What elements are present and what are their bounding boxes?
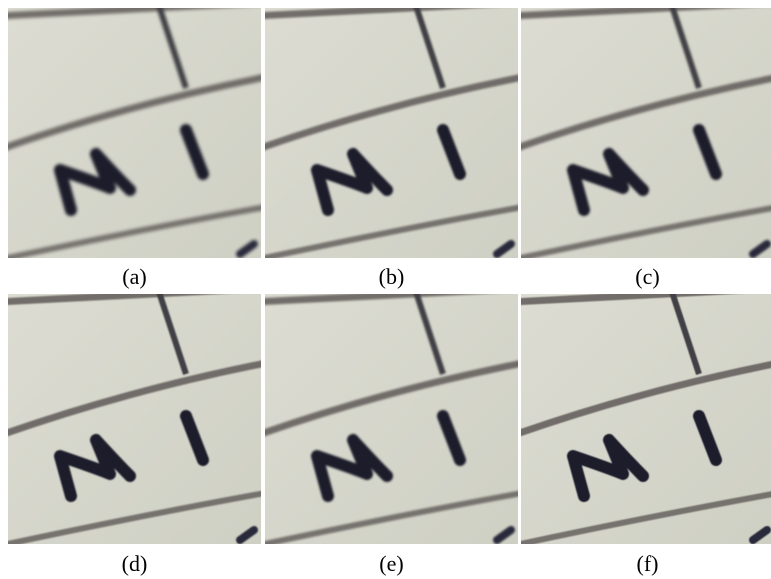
handwritten-n xyxy=(311,434,393,502)
paper-closeup-svg xyxy=(521,8,771,258)
panel-a-image xyxy=(8,8,261,258)
caption-c: (c) xyxy=(635,264,660,289)
handwritten-i xyxy=(693,410,722,466)
handwritten-i xyxy=(180,410,209,466)
grid-line-bottom xyxy=(8,204,261,258)
ink-fragment xyxy=(493,240,515,258)
grid-line-bottom xyxy=(8,490,261,544)
grid-line-vertical xyxy=(156,294,189,375)
ink-fragment xyxy=(749,240,771,258)
handwritten-n xyxy=(567,148,649,216)
caption-a: (a) xyxy=(122,264,147,289)
grid-line-vertical xyxy=(669,8,702,89)
handwritten-n xyxy=(311,148,393,216)
grid-line-top xyxy=(8,8,223,19)
grid-line-bottom xyxy=(265,490,518,544)
handwritten-n xyxy=(54,434,136,502)
paper-closeup-svg xyxy=(521,294,771,544)
grid-line-vertical xyxy=(413,8,446,89)
handwritten-i xyxy=(437,124,466,180)
panel-b-image xyxy=(265,8,518,258)
caption-e: (e) xyxy=(379,551,404,576)
handwritten-i xyxy=(180,124,209,180)
handwritten-i xyxy=(693,124,722,180)
grid-line-middle xyxy=(521,361,771,437)
grid-line-vertical xyxy=(156,8,189,89)
ink-fragment xyxy=(236,526,258,544)
grid-line-middle xyxy=(8,74,261,151)
grid-line-middle xyxy=(8,360,261,437)
ink-fragment xyxy=(236,240,258,258)
panel-f-image xyxy=(521,294,771,544)
grid-line-top xyxy=(265,294,480,305)
grid-line-middle xyxy=(521,75,771,151)
grid-line-bottom xyxy=(265,204,518,258)
paper-closeup-svg xyxy=(8,8,261,258)
grid-line-middle xyxy=(265,360,518,437)
caption-d: (d) xyxy=(121,551,148,576)
grid-line-top xyxy=(521,8,736,19)
paper-closeup-svg xyxy=(8,294,261,544)
grid-line-bottom xyxy=(521,491,771,544)
paper-closeup-svg xyxy=(265,8,518,258)
panel-e-image xyxy=(265,294,518,544)
grid-line-top xyxy=(8,294,223,305)
grid-line-vertical xyxy=(413,294,446,375)
panel-d-image xyxy=(8,294,261,544)
panel-c-image xyxy=(521,8,771,258)
ink-fragment xyxy=(749,526,771,544)
grid-line-vertical xyxy=(669,294,702,375)
grid-line-bottom xyxy=(521,205,771,258)
caption-b: (b) xyxy=(378,264,405,289)
caption-f: (f) xyxy=(636,551,659,576)
grid-line-middle xyxy=(265,74,518,151)
handwritten-i xyxy=(437,410,466,466)
grid-line-top xyxy=(265,8,480,19)
grid-line-top xyxy=(521,294,736,305)
paper-closeup-svg xyxy=(265,294,518,544)
handwritten-n xyxy=(54,148,136,216)
handwritten-n xyxy=(567,434,649,502)
ink-fragment xyxy=(493,526,515,544)
